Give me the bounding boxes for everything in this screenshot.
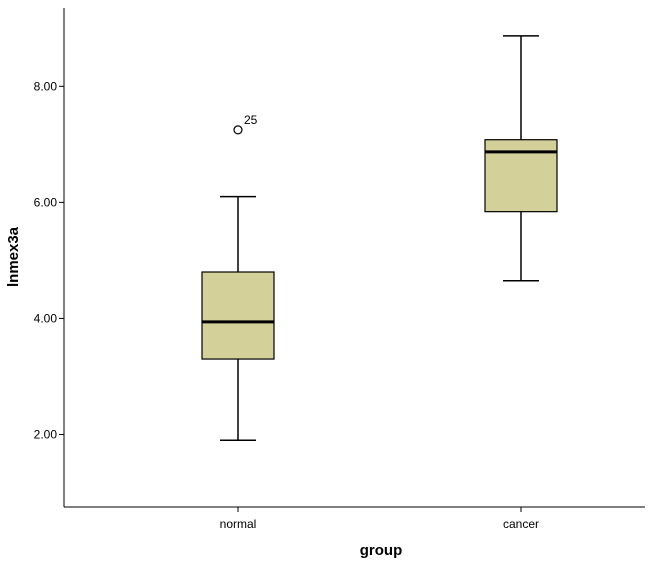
box-group-normal: 25 xyxy=(201,113,275,442)
outlier-point xyxy=(233,125,243,135)
x-tick-label: normal xyxy=(220,517,257,531)
axes xyxy=(63,8,645,508)
x-axis-title: group xyxy=(360,542,403,559)
box-group-cancer xyxy=(484,35,558,282)
boxes: 25 xyxy=(201,35,558,442)
x-ticks: normal cancer xyxy=(220,507,539,531)
iqr-box xyxy=(201,271,275,360)
y-tick-label: 2.00 xyxy=(34,427,58,441)
y-tick-label: 8.00 xyxy=(34,79,58,93)
outlier-label: 25 xyxy=(244,113,258,127)
y-tick-label: 4.00 xyxy=(34,311,58,325)
y-axis-title: lnmex3a xyxy=(5,226,22,287)
x-tick-label: cancer xyxy=(503,517,539,531)
y-ticks: 2.00 4.00 6.00 8.00 xyxy=(34,79,64,441)
y-tick-label: 6.00 xyxy=(34,195,58,209)
